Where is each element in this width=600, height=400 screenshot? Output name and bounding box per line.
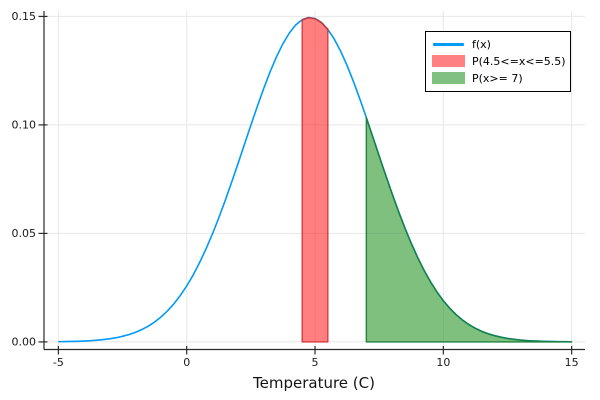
legend-red-swatch: [432, 55, 465, 67]
legend-line-swatch: [433, 43, 464, 46]
legend-label-red-region: P(4.5<=x<=5.5): [472, 54, 566, 68]
legend-swatch-cell: [432, 55, 465, 67]
legend-swatch-cell: [432, 72, 465, 84]
legend-label-green-region: P(x>= 7): [472, 71, 523, 85]
y-tick-label: 0.15: [12, 10, 37, 23]
x-tick-label: 5: [312, 356, 319, 369]
x-axis-title: Temperature (C): [253, 374, 375, 392]
y-tick-label: 0.05: [12, 227, 37, 240]
legend: f(x) P(4.5<=x<=5.5) P(x>= 7): [425, 31, 571, 92]
y-tick-label: 0.10: [12, 119, 37, 132]
legend-item-fx: f(x): [432, 39, 564, 50]
legend-swatch-cell: [432, 43, 465, 46]
legend-green-swatch: [432, 72, 465, 84]
x-tick-label: 15: [565, 356, 579, 369]
x-tick-label: -5: [53, 356, 64, 369]
legend-item-red-region: P(4.5<=x<=5.5): [432, 54, 566, 68]
y-tick-label: 0.00: [12, 336, 37, 349]
green-region: [365, 116, 573, 343]
legend-label-fx: f(x): [472, 38, 491, 51]
x-tick-label: 0: [183, 356, 190, 369]
legend-item-green-region: P(x>= 7): [432, 72, 564, 84]
x-tick-label: 10: [436, 356, 450, 369]
red-region: [301, 16, 329, 343]
